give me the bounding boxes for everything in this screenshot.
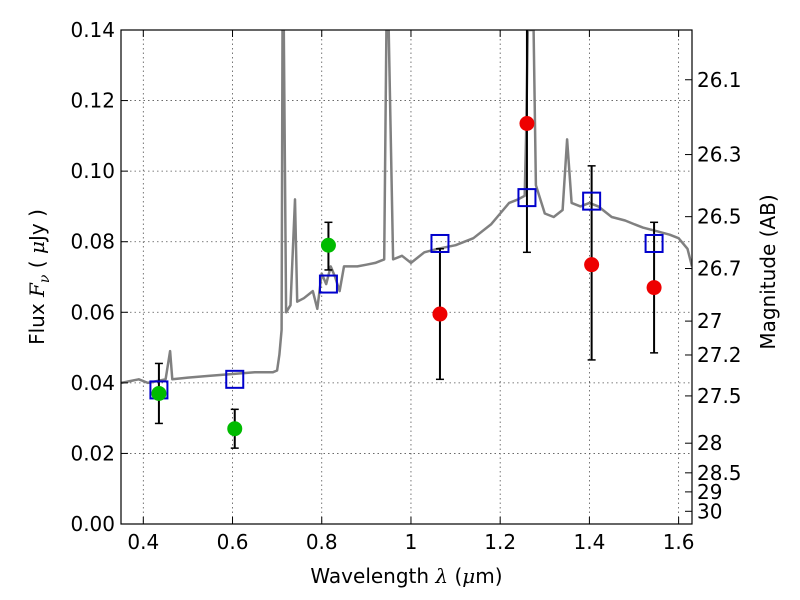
y-tick-label: 0.02 [70, 441, 115, 465]
green-point-marker [151, 385, 167, 401]
y-tick-label: 0.10 [70, 159, 115, 183]
spectrum-line [121, 30, 692, 385]
plot-frame [120, 29, 693, 525]
x-tick-label: 0.8 [306, 530, 338, 554]
y-tick-label: 0.08 [70, 230, 115, 254]
y-tick-label: 0.06 [70, 300, 115, 324]
x-axis-label: Wavelength λ (μm) [310, 564, 502, 588]
y2-tick-label: 26.7 [697, 257, 742, 281]
model-square-marker [582, 191, 602, 211]
y2-axis-label: Magnitude (AB) [756, 194, 780, 349]
y2-tick-label: 26.5 [697, 205, 742, 229]
green-point-marker [227, 421, 243, 437]
y-tick-label: 0.00 [70, 512, 115, 536]
x-tick-label: 1.4 [573, 530, 605, 554]
red-point-marker [519, 116, 535, 132]
y2-tick-label: 27 [697, 309, 722, 333]
x-tick-label: 0.6 [217, 530, 249, 554]
y2-tick-label: 27.5 [697, 384, 742, 408]
red-point-marker [584, 257, 600, 273]
y2-tick-label: 30 [697, 499, 722, 523]
spectrum-layer [121, 30, 692, 385]
model-square-marker [318, 274, 338, 294]
y2-tick-label: 29 [697, 480, 722, 504]
data-points [149, 116, 664, 437]
axis-ticks: 0.4 0.6 0.8 1 1.2 1.4 1.6 0.00 0.02 0.04 0.06 0.08 0… [70, 18, 741, 554]
y-tick-label: 0.12 [70, 89, 115, 113]
x-tick-label: 1.6 [663, 530, 695, 554]
model-square-marker [430, 233, 450, 253]
y-tick-label: 0.14 [70, 18, 115, 42]
model-square-marker [517, 188, 537, 208]
model-square-marker [644, 233, 664, 253]
x-tick-label: 1.2 [484, 530, 516, 554]
red-point-marker [432, 306, 448, 322]
y2-tick-label: 28 [697, 431, 722, 455]
y2-tick-label: 26.1 [697, 68, 742, 92]
y2-tick-label: 27.2 [697, 343, 742, 367]
y2-tick-label: 28.5 [697, 461, 742, 485]
y2-tick-label: 26.3 [697, 143, 742, 167]
model-square-marker [225, 369, 245, 389]
x-tick-label: 0.4 [127, 530, 159, 554]
red-point-marker [646, 280, 662, 296]
x-tick-label: 1 [405, 530, 418, 554]
y-tick-label: 0.04 [70, 371, 115, 395]
green-point-marker [320, 237, 336, 253]
grid [121, 30, 692, 524]
y-axis-label: Flux Fν ( μJy ) [25, 209, 53, 345]
error-bars [154, 30, 659, 449]
